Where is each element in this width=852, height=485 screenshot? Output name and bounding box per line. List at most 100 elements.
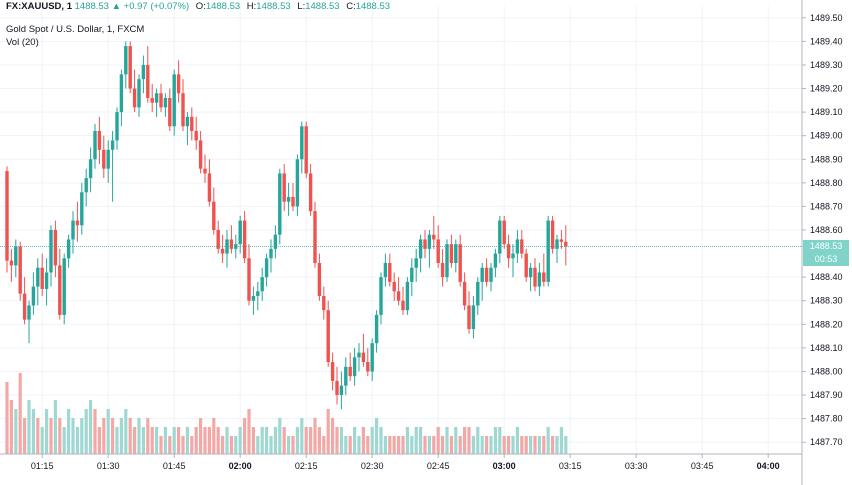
candle-body[interactable]: [49, 230, 53, 273]
candle-body[interactable]: [546, 220, 550, 282]
candle-body[interactable]: [146, 64, 150, 98]
candle-body[interactable]: [128, 46, 132, 89]
candle-body[interactable]: [132, 88, 137, 108]
candle-body[interactable]: [502, 220, 506, 245]
candle-body[interactable]: [313, 211, 317, 264]
candle-body[interactable]: [102, 149, 106, 169]
candle-body[interactable]: [93, 130, 97, 160]
candle-body[interactable]: [9, 260, 14, 266]
candle-body[interactable]: [14, 246, 18, 266]
candle-body[interactable]: [176, 74, 181, 94]
candle-body[interactable]: [256, 291, 260, 297]
candle-body[interactable]: [207, 173, 212, 202]
candle-body[interactable]: [238, 220, 242, 245]
candle-body[interactable]: [427, 234, 432, 249]
volume-indicator-label[interactable]: Vol (20): [6, 37, 39, 48]
candle-body[interactable]: [66, 239, 71, 259]
candle-body[interactable]: [141, 64, 146, 80]
candle-body[interactable]: [370, 343, 374, 372]
candle-body[interactable]: [282, 173, 286, 202]
candle-body[interactable]: [476, 281, 480, 306]
candle-body[interactable]: [537, 272, 542, 287]
candle-body[interactable]: [278, 173, 282, 235]
candle-body[interactable]: [458, 244, 462, 282]
candle-body[interactable]: [366, 362, 370, 372]
candle-body[interactable]: [97, 130, 102, 150]
price-axis[interactable]: 1489.50 1489.40 1489.30 1489.20 1489.10 1489.…: [802, 13, 843, 447]
candle-body[interactable]: [234, 244, 238, 249]
candle-body[interactable]: [542, 272, 546, 282]
candle-body[interactable]: [317, 263, 322, 297]
candle-body[interactable]: [361, 352, 366, 363]
candle-body[interactable]: [119, 74, 124, 113]
candle-body[interactable]: [115, 112, 119, 141]
candle-body[interactable]: [84, 178, 88, 193]
candle-body[interactable]: [414, 258, 418, 268]
candle-body[interactable]: [36, 267, 40, 287]
candle-body[interactable]: [71, 220, 75, 240]
candle-body[interactable]: [198, 140, 203, 169]
candle-body[interactable]: [410, 267, 414, 282]
candle-body[interactable]: [220, 248, 225, 254]
candle-body[interactable]: [559, 239, 564, 242]
candle-body[interactable]: [357, 352, 361, 358]
candle-body[interactable]: [436, 239, 440, 264]
candle-body[interactable]: [489, 267, 493, 282]
candle-body[interactable]: [326, 310, 330, 363]
candle-body[interactable]: [247, 258, 251, 301]
candle-body[interactable]: [445, 244, 449, 278]
candle-body[interactable]: [498, 220, 502, 254]
candle-body[interactable]: [44, 272, 49, 289]
candle-body[interactable]: [159, 93, 163, 108]
candle-body[interactable]: [190, 116, 194, 131]
candle-body[interactable]: [440, 263, 445, 278]
candle-body[interactable]: [185, 116, 190, 127]
candle-body[interactable]: [229, 239, 234, 249]
candle-body[interactable]: [27, 305, 31, 320]
candle-body[interactable]: [550, 220, 555, 249]
candle-body[interactable]: [392, 281, 396, 292]
candle-body[interactable]: [401, 300, 405, 311]
symbol-legend[interactable]: FX:XAUUSD, 1 1488.53 ▲ +0.97 (+0.07%) O:…: [6, 0, 390, 13]
candle-body[interactable]: [80, 192, 84, 226]
candle-body[interactable]: [163, 97, 168, 108]
candle-body[interactable]: [300, 126, 304, 160]
candle-body[interactable]: [454, 244, 458, 264]
candle-body[interactable]: [388, 263, 392, 282]
candle-body[interactable]: [405, 281, 410, 311]
candle-body[interactable]: [383, 263, 388, 278]
candle-body[interactable]: [291, 196, 295, 207]
candle-body[interactable]: [286, 196, 291, 202]
candle-body[interactable]: [308, 173, 313, 212]
candle-body[interactable]: [216, 230, 220, 249]
candle-body[interactable]: [564, 241, 568, 247]
candle-body[interactable]: [379, 277, 383, 315]
candle-body[interactable]: [172, 74, 176, 127]
candle-body[interactable]: [194, 130, 198, 141]
candle-body[interactable]: [515, 239, 520, 254]
candle-body[interactable]: [181, 93, 185, 127]
candle-body[interactable]: [22, 293, 27, 320]
candle-body[interactable]: [374, 314, 379, 344]
candle-body[interactable]: [53, 230, 58, 266]
candle-body[interactable]: [528, 267, 533, 278]
time-axis[interactable]: 01:15 01:30 01:45 02:00 02:15 02:30 02:45 03:00…: [31, 454, 780, 471]
candle-body[interactable]: [269, 248, 273, 259]
candle-body[interactable]: [449, 244, 454, 264]
candle-body[interactable]: [58, 265, 62, 315]
candle-body[interactable]: [506, 244, 511, 259]
candle-body[interactable]: [396, 291, 401, 301]
candle-body[interactable]: [339, 385, 344, 396]
candle-body[interactable]: [432, 234, 436, 240]
candle-body[interactable]: [348, 366, 352, 377]
candle-body[interactable]: [330, 362, 335, 381]
candle-body[interactable]: [264, 258, 269, 278]
candle-body[interactable]: [150, 97, 154, 103]
candle-body[interactable]: [5, 171, 9, 261]
candle-body[interactable]: [304, 126, 308, 174]
candle-body[interactable]: [344, 366, 348, 386]
candle-body[interactable]: [31, 286, 36, 306]
candle-body[interactable]: [106, 149, 110, 169]
symbol-name[interactable]: FX:XAUUSD, 1: [6, 1, 72, 12]
